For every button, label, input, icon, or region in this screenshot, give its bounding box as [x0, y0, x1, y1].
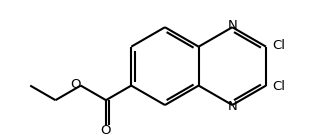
Text: O: O	[71, 78, 81, 91]
Text: O: O	[101, 124, 111, 137]
Text: N: N	[228, 19, 237, 32]
Text: N: N	[228, 100, 237, 113]
Text: Cl: Cl	[272, 39, 285, 52]
Text: Cl: Cl	[272, 80, 285, 93]
